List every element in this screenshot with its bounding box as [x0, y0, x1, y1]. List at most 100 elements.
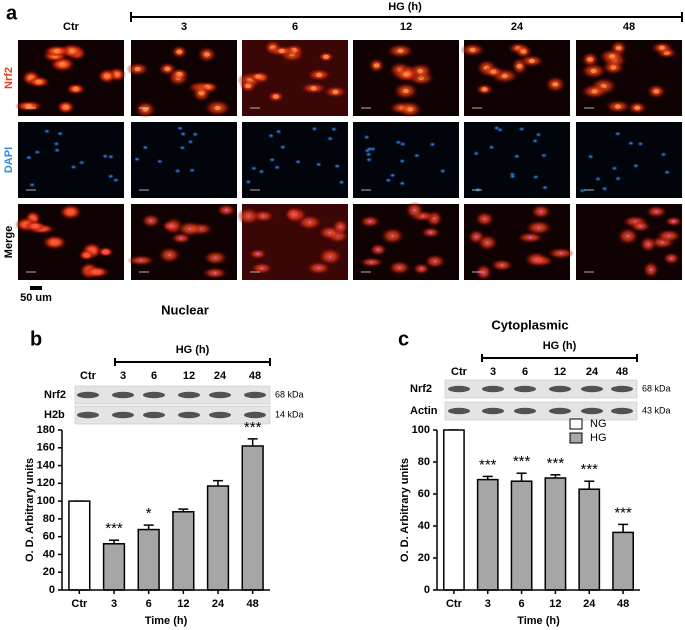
nucleus [637, 224, 644, 229]
micrograph [353, 40, 459, 118]
legend-label: HG [590, 432, 607, 444]
nucleus [198, 90, 205, 96]
nucleus [664, 170, 671, 175]
legend-label: NG [590, 418, 607, 430]
nucleus [645, 242, 652, 247]
nucleus [260, 213, 267, 219]
nucleus [25, 155, 32, 160]
micrograph [353, 122, 459, 198]
nucleus [368, 260, 375, 265]
micrograph [236, 39, 348, 116]
x-tick-label: 48 [247, 598, 259, 610]
nucleus [552, 82, 559, 87]
nucleus [670, 219, 677, 224]
nucleus [83, 252, 90, 258]
nucleus [274, 165, 281, 170]
nucleus [373, 63, 380, 68]
bar [578, 488, 601, 591]
band [178, 411, 200, 419]
blot-row-label: H2b [44, 409, 65, 421]
y-tick-label: 100 [37, 495, 55, 507]
nucleus [134, 156, 141, 162]
band [77, 411, 99, 419]
nucleus [396, 265, 403, 270]
nucleus [480, 270, 487, 275]
lane-label: 24 [214, 370, 227, 382]
y-tick-label: 80 [418, 456, 430, 468]
nucleus [609, 53, 616, 59]
panel-letter: c [398, 328, 409, 350]
bar [544, 477, 567, 591]
nucleus [250, 166, 257, 171]
micrograph [127, 203, 237, 280]
kda-label: 68 kDa [275, 389, 304, 399]
lane-label: 48 [616, 366, 628, 378]
nucleus [614, 131, 621, 136]
significance: *** [513, 453, 531, 470]
nucleus [413, 153, 420, 158]
nucleus [403, 72, 410, 77]
nucleus [402, 88, 409, 94]
significance: *** [580, 461, 598, 478]
nucleus [34, 149, 41, 155]
band [549, 407, 571, 415]
nucleus [72, 86, 79, 92]
nucleus [532, 174, 539, 180]
significance: *** [547, 455, 565, 472]
nucleus [659, 45, 666, 51]
nucleus [272, 94, 279, 99]
significance: * [146, 505, 152, 522]
blot-strip [444, 401, 638, 421]
lane-label: Ctr [80, 370, 97, 382]
y-tick-label: 140 [37, 459, 55, 471]
lane-label: 6 [522, 366, 528, 378]
y-tick-label: 0 [49, 584, 55, 596]
nucleus [429, 142, 436, 147]
nucleus [338, 180, 345, 185]
nucleus [484, 240, 491, 245]
band [611, 385, 633, 393]
column-label: 12 [400, 21, 412, 33]
nucleus [275, 129, 282, 134]
nucleus [473, 151, 480, 156]
micrograph [353, 201, 459, 280]
micrograph [18, 122, 124, 198]
row-label: Merge [3, 226, 15, 258]
y-tick-label: 80 [43, 513, 55, 525]
y-tick-label: 40 [43, 548, 55, 560]
nucleus [53, 141, 60, 147]
micrograph [14, 204, 124, 280]
nucleus [67, 209, 74, 215]
nucleus [427, 230, 434, 235]
nucleus [660, 152, 667, 157]
nucleus [138, 258, 145, 263]
lane-label: 24 [586, 366, 599, 378]
micrograph [464, 122, 570, 198]
chart-title: Nuclear [161, 302, 209, 317]
nucleus [587, 57, 594, 62]
column-label: 24 [511, 21, 524, 33]
nucleus [594, 176, 601, 182]
x-tick-label: 24 [583, 598, 596, 610]
nucleus [78, 160, 85, 165]
bar [137, 528, 160, 591]
nucleus [587, 154, 594, 159]
legend-swatch [569, 418, 583, 430]
group-label: HG (h) [388, 1, 422, 13]
nucleus [490, 69, 497, 74]
nucleus [397, 48, 404, 54]
band [112, 391, 134, 399]
nucleus [93, 269, 100, 275]
nucleus [637, 141, 644, 147]
nucleus [363, 135, 370, 140]
nucleus [610, 65, 617, 70]
bar [241, 445, 264, 591]
nucleus [399, 181, 406, 186]
y-axis-label: O. D. Arbitrary units [24, 458, 36, 562]
nucleus [35, 79, 42, 85]
nucleus [327, 254, 334, 259]
nucleus [53, 48, 60, 54]
nucleus [176, 71, 183, 77]
band [143, 391, 165, 399]
nucleus [615, 45, 622, 51]
